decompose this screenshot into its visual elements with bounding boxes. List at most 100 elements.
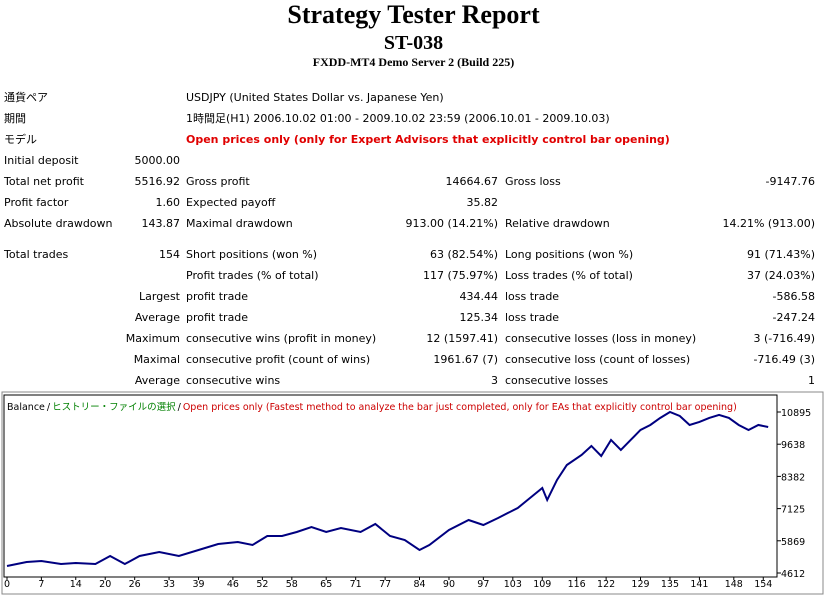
report-title: Strategy Tester Report (287, 0, 540, 29)
y-tick-label: 10895 (781, 408, 811, 419)
stat-value: 913.00 (14.21%) (405, 217, 498, 230)
stat-label: loss trade (505, 311, 560, 324)
stat-label: Loss trades (% of total) (505, 269, 633, 282)
info-value: USDJPY (United States Dollar vs. Japanes… (186, 91, 444, 104)
stat-value: Average (134, 374, 180, 387)
stat-value: -586.58 (772, 290, 815, 303)
x-tick-label: 77 (379, 579, 391, 590)
stat-value: 1961.67 (7) (433, 353, 498, 366)
x-tick-label: 33 (163, 579, 175, 590)
x-tick-label: 65 (320, 579, 332, 590)
x-tick-label: 71 (350, 579, 362, 590)
stat-label: consecutive losses (505, 374, 609, 387)
stat-value: 1.60 (155, 196, 181, 209)
stat-value: -9147.76 (765, 175, 815, 188)
x-tick-label: 52 (256, 579, 268, 590)
stat-label: profit trade (186, 311, 249, 324)
stat-label: Relative drawdown (505, 217, 610, 230)
stat-label: Profit factor (4, 196, 69, 209)
stat-value: Average (134, 311, 180, 324)
report-subtitle: ST-038 (383, 32, 444, 54)
x-tick-label: 84 (413, 579, 425, 590)
y-tick-label: 7125 (781, 505, 805, 516)
info-label: 期間 (4, 112, 26, 125)
stat-value: Largest (139, 290, 180, 303)
y-tick-label: 4612 (781, 569, 805, 580)
x-tick-label: 0 (4, 579, 10, 590)
legend: Balance / ヒストリー・ファイルの選択 / Open prices only (… (7, 399, 739, 413)
legend-note: Open prices only (Fastest method to anal… (182, 402, 737, 413)
stat-value: 14664.67 (445, 175, 499, 188)
stat-value: 5516.92 (134, 175, 181, 188)
info-value: Open prices only (only for Expert Adviso… (186, 133, 670, 146)
stat-label: Total trades (4, 248, 69, 261)
x-tick-label: 90 (443, 579, 455, 590)
y-tick-label: 9638 (781, 440, 805, 451)
stat-value: 3 (-716.49) (753, 332, 815, 345)
stat-label: profit trade (186, 290, 249, 303)
stat-value: -247.24 (772, 311, 815, 324)
x-tick-label: 46 (227, 579, 239, 590)
legend-note: ヒストリー・ファイルの選択 (52, 402, 176, 413)
stat-value: 3 (491, 374, 498, 387)
x-tick-label: 116 (568, 579, 586, 590)
stat-label: consecutive wins (profit in money) (186, 332, 377, 345)
server: FXDD-MT4 Demo Server 2 (Build 225) (312, 55, 515, 69)
stat-value: 154 (159, 248, 180, 261)
stat-value: 35.82 (466, 196, 499, 209)
x-tick-label: 58 (286, 579, 298, 590)
y-tick-label: 5869 (781, 537, 805, 548)
x-tick-label: 7 (38, 579, 44, 590)
stat-label: Short positions (won %) (186, 248, 318, 261)
x-tick-label: 39 (192, 579, 204, 590)
plot-area (3, 394, 778, 578)
stat-value: 1 (808, 374, 815, 387)
stat-label: Gross profit (186, 175, 250, 188)
stat-value: 434.44 (459, 290, 499, 303)
x-tick-label: 26 (129, 579, 141, 590)
stat-label: consecutive profit (count of wins) (186, 353, 371, 366)
info-value: 1時間足(H1) 2006.10.02 01:00 - 2009.10.02 2… (186, 112, 610, 125)
stat-label: Long positions (won %) (505, 248, 634, 261)
stat-value: Maximal (133, 353, 180, 366)
stat-value: 125.34 (459, 311, 499, 324)
stat-value: 37 (24.03%) (746, 269, 815, 282)
stat-value: 63 (82.54%) (429, 248, 498, 261)
stat-value: -716.49 (3) (753, 353, 815, 366)
info-label: 通貨ペア (4, 91, 48, 104)
stat-label: Expected payoff (186, 196, 276, 209)
stat-value: 12 (1597.41) (426, 332, 498, 345)
x-tick-label: 141 (690, 579, 708, 590)
x-tick-label: 122 (597, 579, 615, 590)
stat-value: Maximum (125, 332, 180, 345)
x-tick-label: 148 (725, 579, 743, 590)
stat-label: Profit trades (% of total) (186, 269, 319, 282)
legend-separator: / (46, 402, 51, 413)
stat-value: 91 (71.43%) (746, 248, 815, 261)
stat-label: loss trade (505, 290, 560, 303)
stat-value: 5000.00 (134, 154, 181, 167)
stat-label: consecutive wins (186, 374, 281, 387)
y-tick-label: 8382 (781, 472, 805, 483)
stat-label: Total net profit (4, 175, 84, 188)
x-tick-label: 97 (477, 579, 489, 590)
x-tick-label: 129 (631, 579, 649, 590)
stat-value: 117 (75.97%) (422, 269, 498, 282)
x-tick-label: 135 (661, 579, 679, 590)
x-tick-label: 109 (533, 579, 551, 590)
legend-separator: / (177, 402, 181, 413)
x-tick-label: 14 (70, 579, 82, 590)
stat-label: Gross loss (505, 175, 561, 188)
stat-label: consecutive losses (loss in money) (505, 332, 697, 345)
stat-label: Maximal drawdown (186, 217, 293, 230)
info-label: モデル (4, 133, 37, 146)
legend-entry: Balance (7, 402, 45, 413)
stat-label: Initial deposit (4, 154, 79, 167)
balance-line (6, 410, 769, 567)
stat-value: 14.21% (913.00) (722, 217, 815, 230)
stat-label: consecutive loss (count of losses) (505, 353, 691, 366)
x-tick-label: 154 (754, 579, 772, 590)
stat-value: 143.87 (141, 217, 181, 230)
stat-label: Absolute drawdown (4, 217, 113, 230)
